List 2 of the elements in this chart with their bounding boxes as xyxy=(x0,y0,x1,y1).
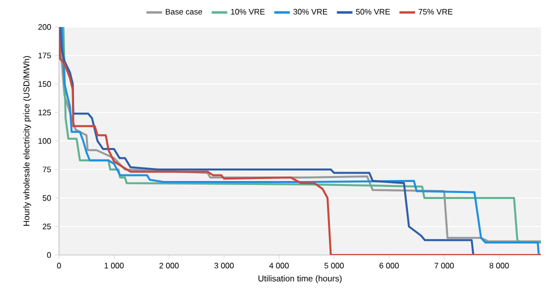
y-axis-title: Hourly wholesale electricity price (USD/MWh) xyxy=(23,56,32,226)
x-axis-title: Utilisation time (hours) xyxy=(258,275,342,284)
